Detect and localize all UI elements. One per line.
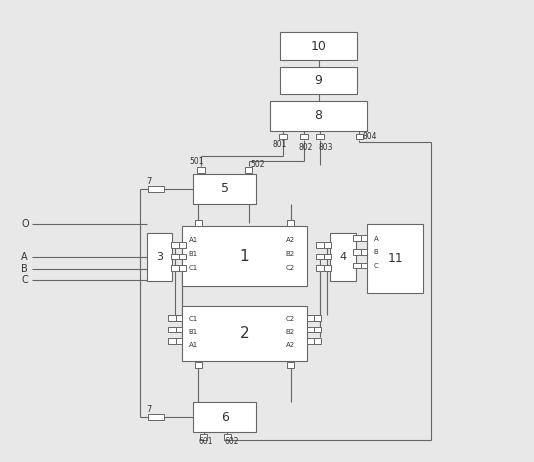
Bar bbox=[353, 235, 360, 241]
Bar bbox=[175, 315, 183, 321]
Bar bbox=[316, 134, 324, 139]
Text: 501: 501 bbox=[190, 157, 204, 166]
Text: 4: 4 bbox=[340, 252, 347, 262]
Bar bbox=[197, 167, 205, 173]
Text: 502: 502 bbox=[250, 160, 265, 170]
Bar bbox=[193, 402, 256, 432]
Bar bbox=[279, 134, 287, 139]
Text: 7: 7 bbox=[146, 177, 152, 186]
Bar bbox=[313, 327, 321, 332]
Bar bbox=[171, 265, 179, 271]
Text: 10: 10 bbox=[311, 40, 326, 53]
Bar bbox=[175, 327, 183, 332]
Bar bbox=[146, 233, 172, 281]
Text: B: B bbox=[374, 249, 379, 255]
Bar bbox=[316, 242, 324, 248]
Bar bbox=[287, 220, 294, 226]
Text: 1: 1 bbox=[240, 249, 249, 264]
Bar bbox=[245, 167, 252, 173]
Bar bbox=[270, 101, 367, 131]
Text: C: C bbox=[374, 263, 379, 269]
Bar bbox=[324, 242, 331, 248]
Text: 803: 803 bbox=[319, 143, 333, 152]
Bar bbox=[324, 254, 331, 259]
Text: C2: C2 bbox=[286, 316, 295, 322]
Text: 6: 6 bbox=[221, 411, 229, 424]
Bar bbox=[171, 242, 179, 248]
Bar bbox=[353, 263, 360, 268]
Bar bbox=[324, 265, 331, 271]
Text: B: B bbox=[21, 264, 28, 274]
Text: A: A bbox=[374, 236, 379, 242]
Bar bbox=[168, 338, 176, 344]
Text: O: O bbox=[21, 219, 29, 229]
Bar bbox=[367, 224, 423, 292]
Bar bbox=[168, 327, 176, 332]
Text: C1: C1 bbox=[189, 316, 198, 322]
Bar bbox=[179, 265, 186, 271]
Text: B2: B2 bbox=[286, 329, 295, 335]
Bar bbox=[359, 235, 367, 241]
Text: A2: A2 bbox=[286, 237, 295, 243]
Bar bbox=[280, 67, 357, 94]
Text: 5: 5 bbox=[221, 182, 229, 195]
Bar bbox=[224, 434, 231, 440]
Bar bbox=[356, 134, 363, 139]
Bar bbox=[307, 327, 314, 332]
Text: 3: 3 bbox=[156, 252, 163, 262]
Text: A2: A2 bbox=[286, 342, 295, 347]
Text: 9: 9 bbox=[315, 74, 323, 87]
Text: C2: C2 bbox=[286, 265, 295, 271]
Bar bbox=[280, 32, 357, 60]
Bar bbox=[175, 338, 183, 344]
Text: B1: B1 bbox=[189, 329, 198, 335]
Text: 602: 602 bbox=[225, 437, 239, 445]
Text: 802: 802 bbox=[299, 143, 313, 152]
Text: B2: B2 bbox=[286, 251, 295, 257]
Bar bbox=[313, 315, 321, 321]
Text: 801: 801 bbox=[272, 140, 287, 149]
Bar bbox=[316, 265, 324, 271]
Bar bbox=[307, 315, 314, 321]
Bar bbox=[359, 263, 367, 268]
Bar bbox=[168, 315, 176, 321]
Text: C: C bbox=[21, 275, 28, 285]
Bar bbox=[194, 220, 202, 226]
Bar bbox=[148, 414, 164, 420]
Text: A1: A1 bbox=[189, 237, 198, 243]
Bar bbox=[148, 186, 164, 192]
Text: 804: 804 bbox=[362, 132, 376, 140]
Bar bbox=[200, 434, 207, 440]
Bar bbox=[183, 306, 307, 361]
Bar bbox=[194, 362, 202, 368]
Bar bbox=[331, 233, 356, 281]
Bar bbox=[171, 254, 179, 259]
Text: 7: 7 bbox=[146, 405, 152, 414]
Bar bbox=[307, 338, 314, 344]
Text: C1: C1 bbox=[189, 265, 198, 271]
Bar bbox=[179, 242, 186, 248]
Text: 11: 11 bbox=[387, 252, 403, 265]
Text: 2: 2 bbox=[240, 326, 249, 341]
Bar bbox=[193, 174, 256, 204]
Text: A: A bbox=[21, 252, 28, 262]
Bar bbox=[313, 338, 321, 344]
Bar bbox=[316, 254, 324, 259]
Text: B1: B1 bbox=[189, 251, 198, 257]
Bar bbox=[179, 254, 186, 259]
Bar bbox=[300, 134, 308, 139]
Bar bbox=[359, 249, 367, 255]
Text: 8: 8 bbox=[315, 109, 323, 122]
Bar bbox=[287, 362, 294, 368]
Text: A1: A1 bbox=[189, 342, 198, 347]
Bar bbox=[183, 226, 307, 286]
Bar bbox=[353, 249, 360, 255]
Text: 601: 601 bbox=[198, 437, 213, 445]
